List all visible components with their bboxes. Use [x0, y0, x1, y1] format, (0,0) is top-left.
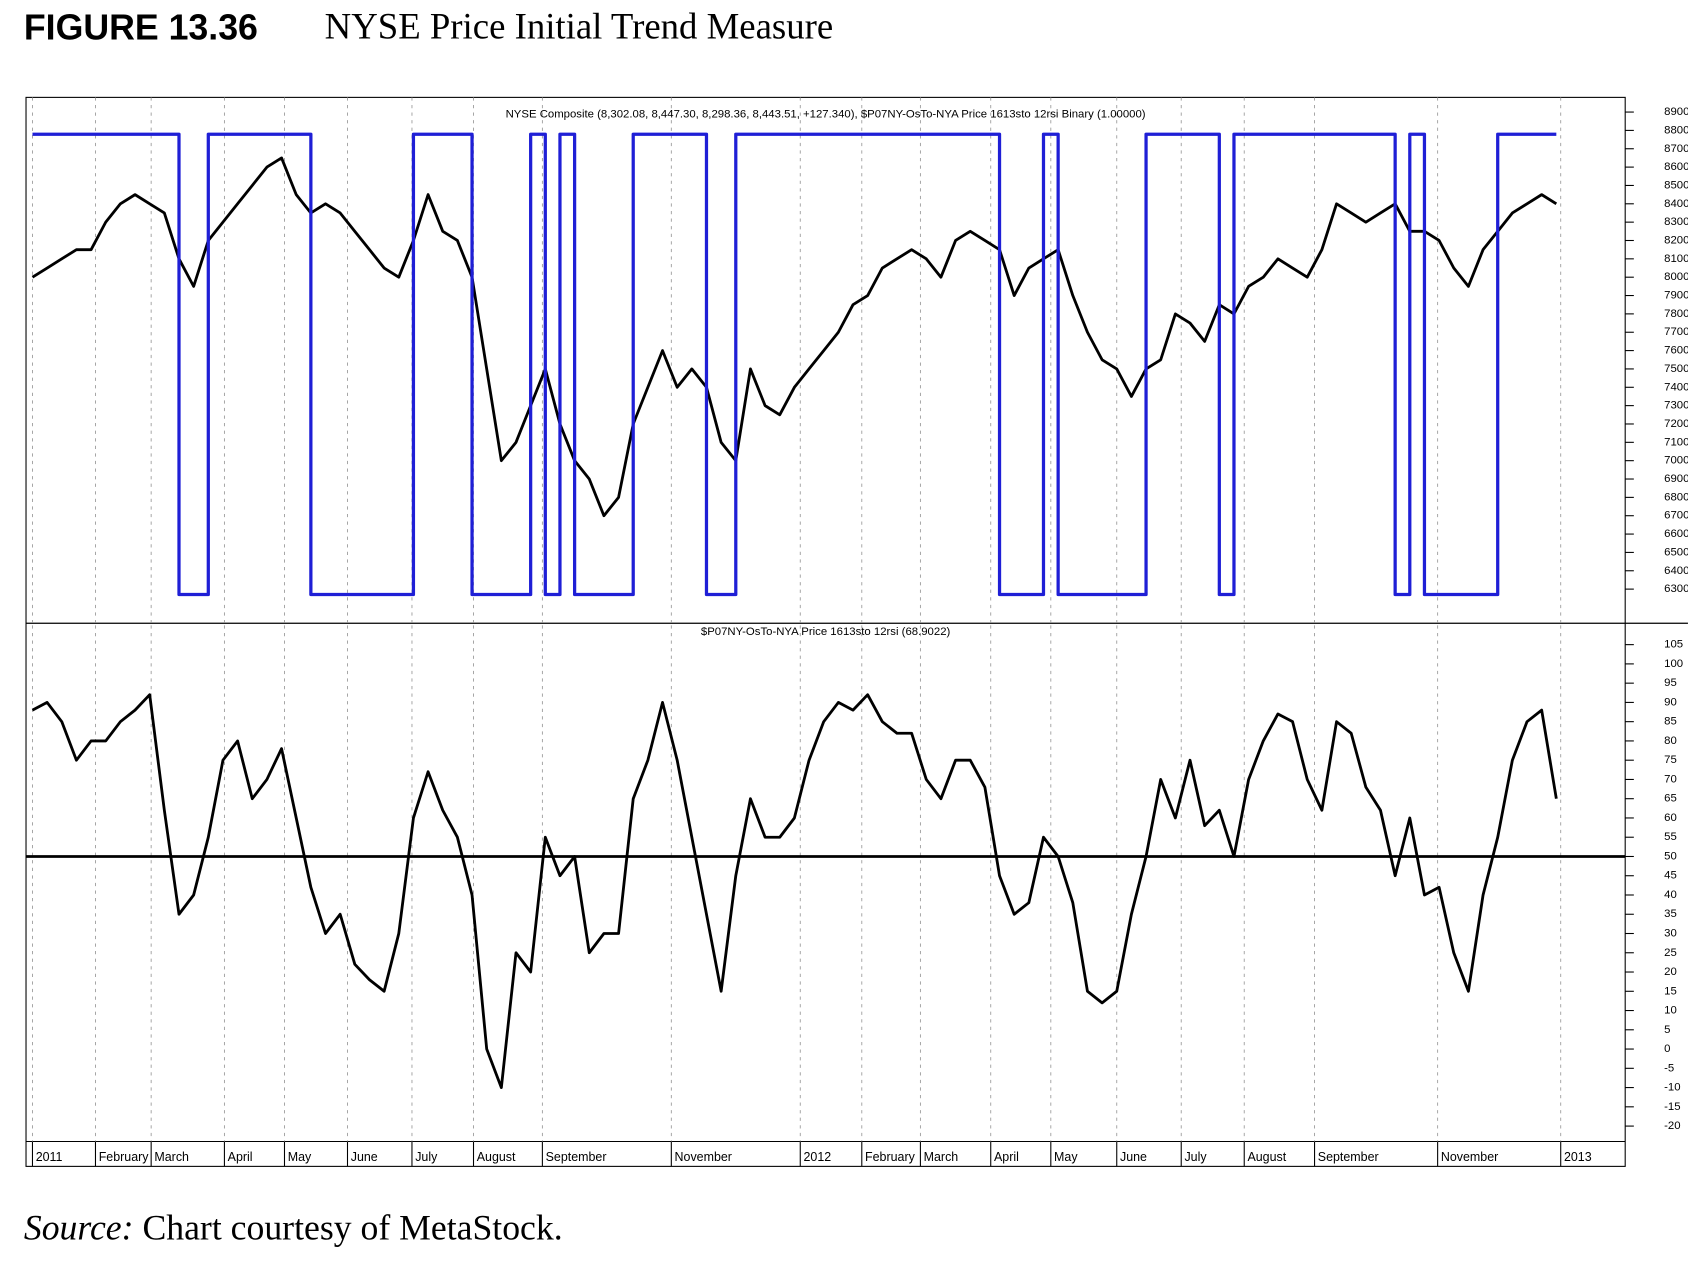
- x-tick-label: March: [924, 1150, 959, 1164]
- x-tick-label: November: [675, 1150, 732, 1164]
- series-line: [31, 693, 1558, 1089]
- y-tick-label: 35: [1664, 908, 1677, 920]
- y-tick-label: 8500: [1664, 179, 1688, 191]
- source: Source: Chart courtesy of MetaStock.: [24, 1207, 563, 1247]
- y-tick-label: -5: [1664, 1062, 1674, 1074]
- y-tick-label: 7100: [1664, 436, 1688, 448]
- y-tick-label: 7400: [1664, 381, 1688, 393]
- x-tick-label: April: [228, 1150, 253, 1164]
- y-tick-label: 95: [1664, 677, 1677, 689]
- panel-title: NYSE Composite (8,302.08, 8,447.30, 8,29…: [506, 109, 1146, 121]
- y-tick-label: 6400: [1664, 565, 1688, 577]
- y-tick-label: 0: [1664, 1043, 1670, 1055]
- y-tick-label: 7700: [1664, 326, 1688, 338]
- y-tick-label: 50: [1664, 850, 1677, 862]
- y-tick-label: 15: [1664, 985, 1677, 997]
- figure-label: FIGURE 13.36: [24, 8, 258, 48]
- y-tick-label: 7000: [1664, 455, 1688, 467]
- y-tick-label: 40: [1664, 889, 1677, 901]
- x-tick-label: May: [1054, 1150, 1078, 1164]
- y-tick-label: 8200: [1664, 234, 1688, 246]
- y-tick-label: 7200: [1664, 418, 1688, 430]
- y-tick-label: 20: [1664, 966, 1677, 978]
- y-tick-label: 65: [1664, 793, 1677, 805]
- y-tick-label: 6700: [1664, 510, 1688, 522]
- x-tick-label: March: [154, 1150, 189, 1164]
- y-tick-label: 8900: [1664, 106, 1688, 118]
- x-tick-label: September: [1318, 1150, 1379, 1164]
- y-tick-label: -20: [1664, 1120, 1680, 1132]
- x-tick-label: August: [477, 1150, 516, 1164]
- y-tick-label: 105: [1664, 639, 1683, 651]
- y-tick-label: 8400: [1664, 198, 1688, 210]
- x-tick-label: February: [99, 1150, 150, 1164]
- series-line: [31, 156, 1558, 518]
- y-tick-label: 6300: [1664, 583, 1688, 595]
- x-tick-label: July: [1184, 1150, 1207, 1164]
- y-tick-label: 7500: [1664, 363, 1688, 375]
- x-tick-label: May: [288, 1150, 312, 1164]
- y-tick-label: 6800: [1664, 491, 1688, 503]
- y-tick-label: 80: [1664, 735, 1677, 747]
- y-tick-label: 100: [1664, 658, 1683, 670]
- y-tick-label: 7300: [1664, 400, 1688, 412]
- y-tick-label: -10: [1664, 1082, 1680, 1094]
- y-tick-label: 8100: [1664, 253, 1688, 265]
- y-tick-label: -15: [1664, 1101, 1680, 1113]
- panel-title: $P07NY-OsTo-NYA Price 1613sto 12rsi (68.…: [701, 626, 951, 638]
- y-tick-label: 6900: [1664, 473, 1688, 485]
- y-tick-label: 30: [1664, 928, 1677, 940]
- x-tick-label: September: [546, 1150, 607, 1164]
- x-tick-label: April: [994, 1150, 1019, 1164]
- plot-frame: [25, 96, 1626, 1167]
- x-tick-label: June: [1120, 1150, 1147, 1164]
- y-tick-label: 75: [1664, 754, 1677, 766]
- y-tick-label: 10: [1664, 1005, 1677, 1017]
- x-tick-label: November: [1441, 1150, 1498, 1164]
- y-tick-label: 6500: [1664, 546, 1688, 558]
- source-text: Chart courtesy of MetaStock.: [142, 1207, 562, 1247]
- x-tick-label: 2012: [804, 1150, 832, 1164]
- y-tick-label: 8000: [1664, 271, 1688, 283]
- y-tick-label: 8800: [1664, 124, 1688, 136]
- x-tick-label: 2013: [1564, 1150, 1592, 1164]
- source-label: Source:: [24, 1207, 134, 1247]
- figure-title: NYSE Price Initial Trend Measure: [325, 6, 834, 47]
- x-tick-label: August: [1247, 1150, 1286, 1164]
- x-tick-label: July: [415, 1150, 438, 1164]
- y-tick-label: 25: [1664, 947, 1677, 959]
- y-tick-label: 6600: [1664, 528, 1688, 540]
- y-tick-label: 7800: [1664, 308, 1688, 320]
- y-tick-label: 85: [1664, 716, 1677, 728]
- y-tick-label: 7900: [1664, 290, 1688, 302]
- x-tick-label: February: [865, 1150, 916, 1164]
- y-tick-label: 60: [1664, 812, 1677, 824]
- y-tick-label: 7600: [1664, 345, 1688, 357]
- y-tick-label: 8300: [1664, 216, 1688, 228]
- y-tick-label: 55: [1664, 831, 1677, 843]
- y-tick-label: 70: [1664, 773, 1677, 785]
- y-tick-label: 5: [1664, 1024, 1670, 1036]
- x-tick-label: June: [351, 1150, 378, 1164]
- y-tick-label: 90: [1664, 696, 1677, 708]
- y-tick-label: 8700: [1664, 143, 1688, 155]
- x-tick-label: 2011: [36, 1150, 63, 1164]
- series-line: [32, 132, 1557, 597]
- y-tick-label: 8600: [1664, 161, 1688, 173]
- y-tick-label: 45: [1664, 870, 1677, 882]
